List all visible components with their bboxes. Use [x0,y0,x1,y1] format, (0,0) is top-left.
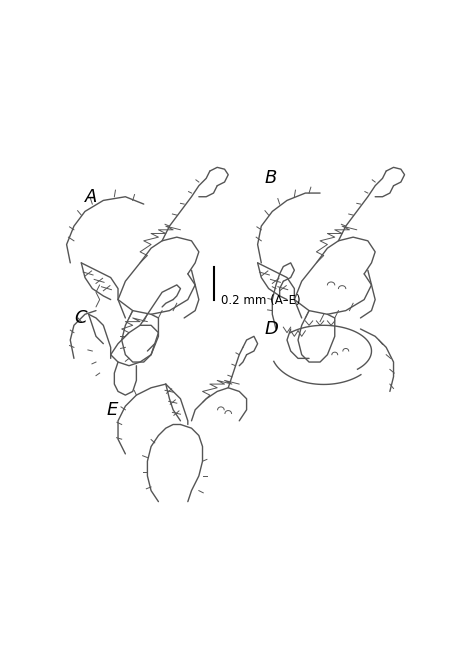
Text: C: C [74,309,87,327]
Text: B: B [265,169,277,187]
Text: 0.2 mm (A–E): 0.2 mm (A–E) [221,294,301,307]
Text: E: E [107,401,118,419]
Text: A: A [85,188,97,206]
Text: D: D [265,320,279,338]
